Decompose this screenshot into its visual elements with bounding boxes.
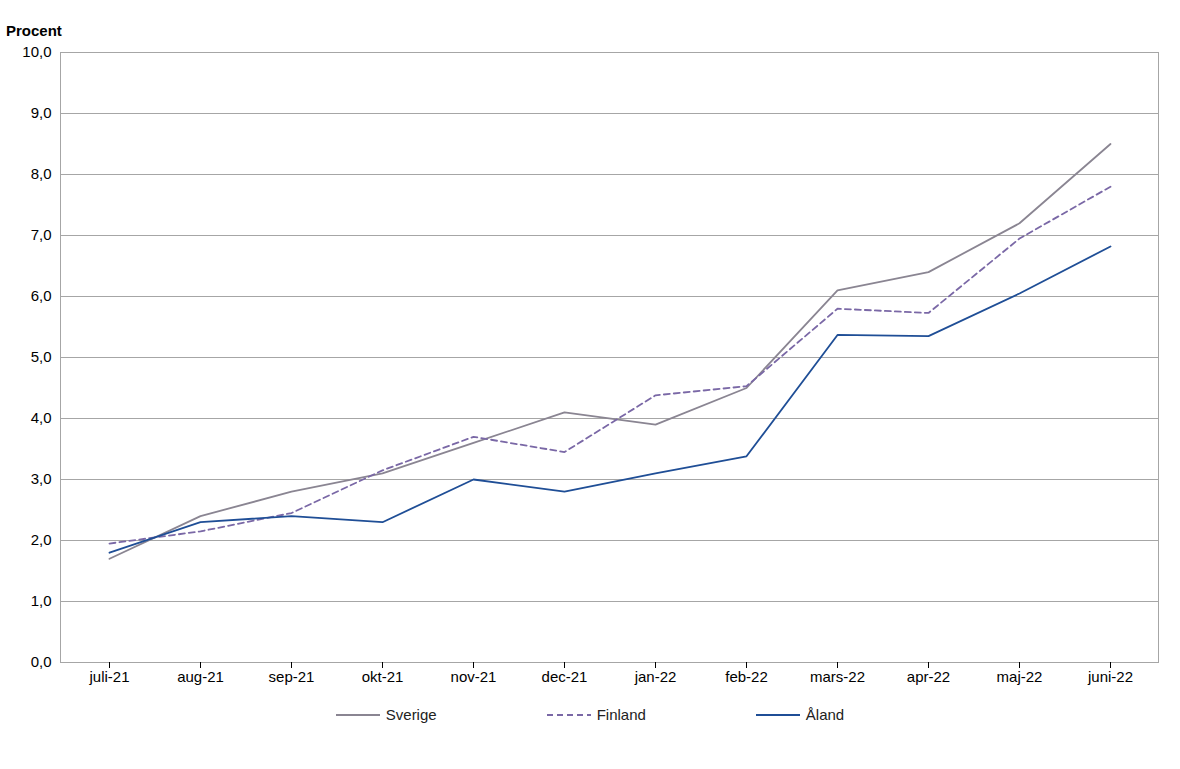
html-text:Åland: Åland <box>805 706 845 723</box>
svg-text:5,0: 5,0 <box>31 348 52 365</box>
svg-text:7,0: 7,0 <box>31 226 52 243</box>
svg-text:4,0: 4,0 <box>31 409 52 426</box>
svg-text:dec-21: dec-21 <box>542 668 588 685</box>
svg-text:3,0: 3,0 <box>31 470 52 487</box>
svg-text:8,0: 8,0 <box>31 165 52 182</box>
svg-text:10,0: 10,0 <box>22 43 51 60</box>
svg-text:1,0: 1,0 <box>31 592 52 609</box>
svg-text:feb-22: feb-22 <box>725 668 768 685</box>
svg-text:sep-21: sep-21 <box>269 668 315 685</box>
svg-text:9,0: 9,0 <box>31 104 52 121</box>
svg-text:aug-21: aug-21 <box>177 668 224 685</box>
svg-text:2,0: 2,0 <box>31 531 52 548</box>
html-text:Finland: Finland <box>596 706 646 723</box>
svg-text:maj-22: maj-22 <box>997 668 1043 685</box>
svg-text:juni-22: juni-22 <box>1087 668 1133 685</box>
html-text:Sverige: Sverige <box>385 706 437 723</box>
svg-text:nov-21: nov-21 <box>451 668 497 685</box>
svg-text:apr-22: apr-22 <box>907 668 950 685</box>
svg-text:mars-22: mars-22 <box>810 668 865 685</box>
svg-text:6,0: 6,0 <box>31 287 52 304</box>
html-text:Procent: Procent <box>6 22 62 39</box>
svg-text:okt-21: okt-21 <box>362 668 404 685</box>
svg-text:jan-22: jan-22 <box>634 668 677 685</box>
svg-text:juli-21: juli-21 <box>88 668 129 685</box>
svg-text:0,0: 0,0 <box>31 653 52 670</box>
